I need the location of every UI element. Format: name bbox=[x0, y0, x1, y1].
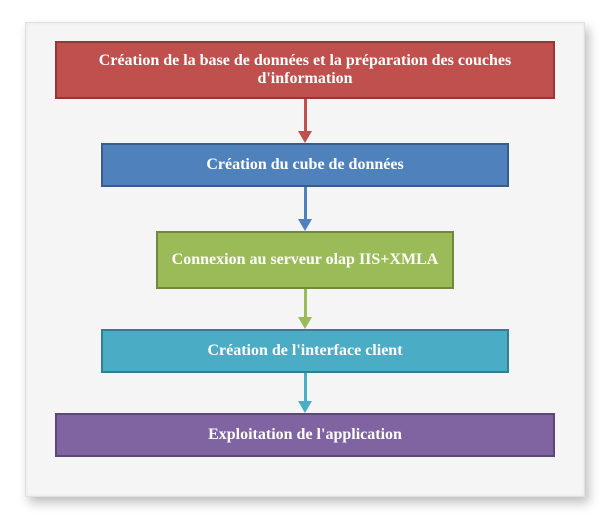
flow-node-3: Connexion au serveur olap IIS+XMLA bbox=[156, 231, 454, 289]
arrow-head-icon bbox=[298, 131, 312, 143]
flow-node-4: Création de l'interface client bbox=[101, 329, 509, 373]
arrow-head-icon bbox=[298, 401, 312, 413]
arrow-shaft bbox=[304, 99, 307, 131]
flow-arrow-4 bbox=[298, 373, 312, 413]
flow-node-5: Exploitation de l'application bbox=[55, 413, 555, 457]
flow-node-label: Création du cube de données bbox=[206, 156, 403, 174]
flow-node-label: Connexion au serveur olap IIS+XMLA bbox=[172, 251, 439, 269]
flow-node-label: Exploitation de l'application bbox=[208, 426, 402, 444]
arrow-shaft bbox=[304, 289, 307, 317]
flow-node-label: Création de la base de données et la pré… bbox=[67, 52, 543, 88]
arrow-shaft bbox=[304, 187, 307, 219]
flow-arrow-3 bbox=[298, 289, 312, 329]
arrow-shaft bbox=[304, 373, 307, 401]
arrow-head-icon bbox=[298, 219, 312, 231]
flow-node-label: Création de l'interface client bbox=[207, 342, 402, 360]
flow-arrow-1 bbox=[298, 99, 312, 143]
arrow-head-icon bbox=[298, 317, 312, 329]
flow-node-1: Création de la base de données et la pré… bbox=[55, 41, 555, 99]
flow-node-2: Création du cube de données bbox=[101, 143, 509, 187]
diagram-panel: Création de la base de données et la pré… bbox=[25, 22, 585, 497]
flow-arrow-2 bbox=[298, 187, 312, 231]
